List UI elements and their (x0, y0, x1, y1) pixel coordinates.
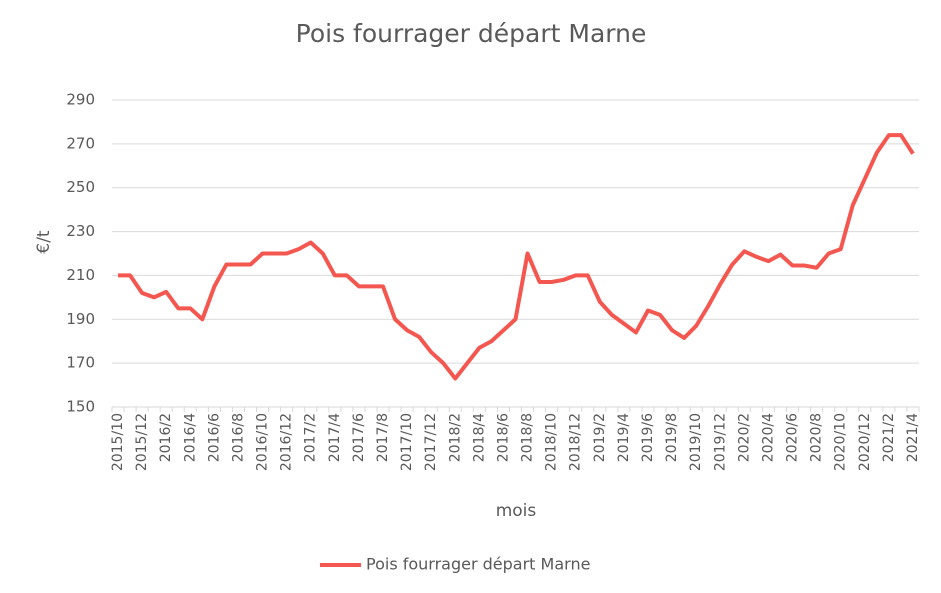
x-tick-label: 2020/12 (857, 413, 873, 471)
x-tick-label: 2020/2 (736, 413, 752, 462)
chart-title: Pois fourrager départ Marne (296, 19, 647, 48)
x-tick-label: 2016/10 (255, 413, 271, 471)
x-tick-label: 2018/4 (471, 413, 487, 462)
x-tick-label: 2016/8 (230, 413, 246, 462)
x-tick-label: 2019/6 (640, 413, 656, 462)
y-tick-label: 270 (66, 134, 95, 152)
x-tick-label: 2018/6 (495, 413, 511, 462)
x-tick-label: 2017/10 (399, 413, 415, 471)
x-tick-label: 2019/2 (592, 413, 608, 462)
x-tick-label: 2016/4 (182, 413, 198, 462)
x-tick-label: 2017/8 (375, 413, 391, 462)
x-tick-label: 2016/6 (206, 413, 222, 462)
x-tick-label: 2017/4 (327, 413, 343, 462)
x-tick-label: 2017/12 (423, 413, 439, 471)
x-tick-label: 2019/10 (688, 413, 704, 471)
x-tick-label: 2018/2 (447, 413, 463, 462)
y-axis-label: €/t (34, 230, 54, 254)
data-line (118, 133, 915, 381)
x-tick-label: 2021/2 (881, 413, 897, 462)
legend-label: Pois fourrager départ Marne (366, 555, 590, 574)
x-tick-label: 2020/6 (785, 413, 801, 462)
x-tick-label: 2015/12 (134, 413, 150, 471)
y-tick-label: 190 (66, 310, 95, 328)
x-axis-label: mois (496, 501, 537, 521)
y-tick-label: 170 (66, 354, 95, 372)
x-tick-label: 2019/4 (616, 413, 632, 462)
x-tick-label: 2017/6 (351, 413, 367, 462)
x-tick-label: 2018/8 (520, 413, 536, 462)
y-tick-label: 150 (66, 398, 95, 416)
x-tick-label: 2016/2 (158, 413, 174, 462)
x-tick-label: 2020/4 (760, 413, 776, 462)
x-tick-label: 2018/12 (568, 413, 584, 471)
x-tick-label: 2020/8 (809, 413, 825, 462)
x-tick-label: 2016/12 (279, 413, 295, 471)
y-tick-label: 290 (66, 91, 95, 109)
x-tick-label: 2017/2 (303, 413, 319, 462)
x-tick-label: 2018/10 (544, 413, 560, 471)
y-tick-label: 230 (66, 222, 95, 240)
x-tick-label: 2019/12 (712, 413, 728, 471)
y-tick-label: 210 (66, 266, 95, 284)
x-tick-label: 2019/8 (664, 413, 680, 462)
y-tick-label: 250 (66, 178, 95, 196)
x-tick-label: 2015/10 (110, 413, 126, 471)
x-tick-label: 2020/10 (833, 413, 849, 471)
x-tick-label: 2021/4 (905, 413, 921, 462)
